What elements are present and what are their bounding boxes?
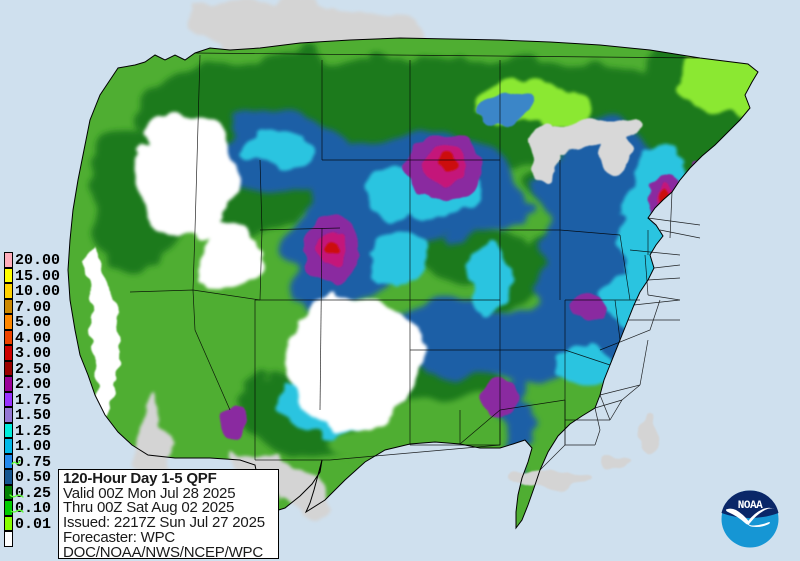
svg-text:NOAA: NOAA [738,500,763,512]
